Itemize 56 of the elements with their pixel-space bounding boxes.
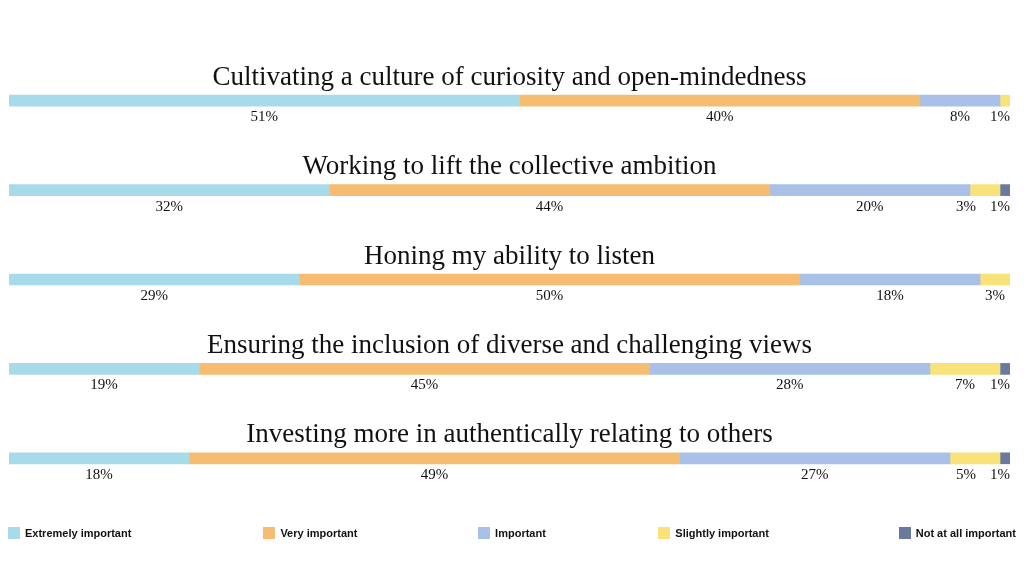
bar — [198, 363, 650, 375]
y-tick-label: Working to lift the collective ambition — [302, 150, 717, 181]
data-label: 28% — [776, 376, 804, 393]
data-label: 1% — [990, 197, 1010, 214]
bar — [9, 94, 520, 107]
bar — [649, 363, 931, 375]
bar — [519, 94, 921, 107]
legend-label: Important — [495, 527, 546, 539]
bar — [999, 452, 1010, 465]
bar — [188, 452, 680, 465]
y-tick-label: Cultivating a culture of curiosity and open-mindedness — [212, 60, 807, 91]
bar — [969, 184, 1001, 196]
bar — [769, 184, 971, 196]
bar — [999, 94, 1010, 107]
bar — [9, 184, 330, 196]
data-label: 18% — [876, 286, 904, 303]
data-label: 8% — [949, 108, 970, 125]
data-label: 29% — [140, 286, 168, 303]
data-label: 5% — [956, 465, 977, 482]
legend-label: Very important — [280, 527, 358, 539]
bar — [9, 363, 200, 375]
bar — [9, 273, 300, 286]
data-label: 32% — [155, 197, 183, 214]
bar — [298, 273, 801, 286]
bar — [679, 452, 951, 465]
y-tick-label: Investing more in authentically relating to others — [246, 418, 773, 449]
bar — [328, 184, 771, 196]
bar — [999, 184, 1010, 196]
data-label: 40% — [705, 108, 734, 125]
data-label: 20% — [856, 197, 884, 214]
data-label: 50% — [535, 286, 564, 303]
bar — [9, 452, 190, 465]
legend-label: Extremely important — [25, 527, 132, 539]
data-label: 1% — [990, 465, 1010, 482]
data-label: 49% — [420, 465, 449, 482]
data-label: 3% — [956, 197, 977, 214]
data-label: 18% — [85, 465, 113, 482]
y-tick-label: Honing my ability to listen — [364, 239, 656, 270]
bar — [999, 363, 1010, 375]
legend-label: Slightly important — [675, 527, 769, 539]
data-label: 19% — [90, 376, 118, 393]
data-label: 51% — [250, 108, 279, 125]
bar — [919, 94, 1001, 107]
data-label: 3% — [984, 286, 1005, 303]
y-tick-label: Ensuring the inclusion of diverse and challenging views — [206, 328, 813, 359]
data-label: 27% — [801, 465, 829, 482]
bar — [979, 273, 1010, 286]
data-label: 7% — [954, 376, 975, 393]
data-label: 1% — [990, 108, 1010, 125]
legend-label: Not at all important — [915, 527, 1016, 539]
data-label: 45% — [410, 376, 439, 393]
bar — [799, 273, 981, 286]
data-label: 1% — [990, 376, 1010, 393]
data-label: 44% — [535, 197, 564, 214]
bar — [949, 452, 1001, 465]
bar — [929, 363, 1001, 375]
